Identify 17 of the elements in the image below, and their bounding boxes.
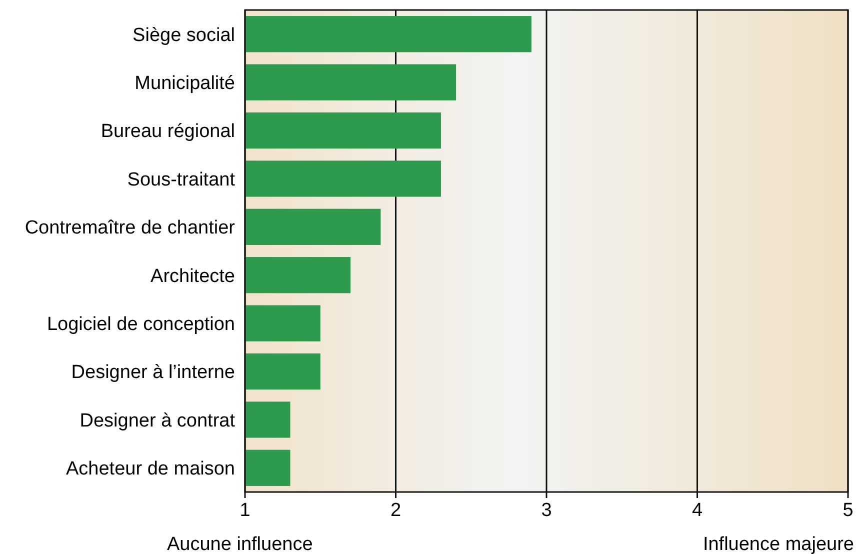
y-tick-label: Sous-traitant [127, 169, 236, 190]
x-tick-label: 4 [692, 500, 703, 521]
x-tick-label: 1 [240, 500, 250, 521]
y-tick-label: Designer à l’interne [71, 362, 235, 384]
y-tick-label: Bureau régional [100, 121, 235, 142]
y-tick-label: Logiciel de conception [46, 314, 235, 335]
y-tick-label: Architecte [150, 266, 235, 287]
text: Influence majeure [702, 534, 854, 554]
text: Aucune influence [167, 534, 313, 554]
x-tick-label: 2 [390, 500, 402, 521]
x-tick-label: 5 [842, 500, 854, 521]
y-tick-label: Designer à contrat [80, 410, 236, 432]
y-tick-label: Siège social [132, 24, 235, 46]
x-tick-label: 3 [541, 500, 552, 521]
y-tick-label: Contremaître de chantier [24, 218, 236, 239]
y-tick-label: Municipalité [134, 72, 235, 94]
y-tick-label: Acheteur de maison [66, 458, 235, 480]
